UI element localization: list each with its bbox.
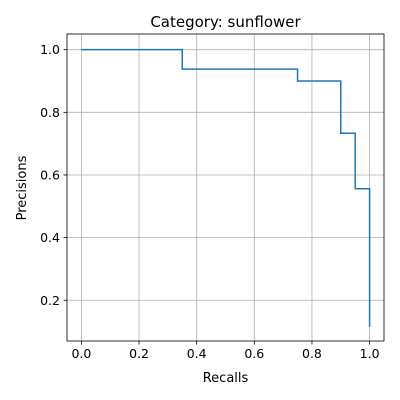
y-tick-label: 0.6 (40, 167, 60, 182)
y-tick-label: 0.2 (40, 293, 60, 308)
x-tick-label: 1.0 (360, 346, 380, 361)
y-tick-label: 0.4 (40, 230, 60, 245)
series-layer (81, 48, 371, 327)
x-tick-label: 0.4 (187, 346, 207, 361)
y-tick-label: 1.0 (40, 42, 60, 57)
x-axis: 0.0 0.2 0.4 0.6 0.8 1.0 (71, 341, 380, 361)
x-tick-label: 0.0 (71, 346, 91, 361)
x-tick-label: 0.6 (244, 346, 264, 361)
grid-lines (67, 34, 384, 341)
x-tick-label: 0.8 (302, 346, 322, 361)
y-axis-title: Precisions (15, 155, 30, 220)
chart-title: Category: sunflower (150, 13, 301, 31)
series-line (81, 48, 371, 327)
y-axis: 0.2 0.4 0.6 0.8 1.0 (40, 42, 67, 308)
x-axis-title: Recalls (203, 371, 249, 386)
y-tick-label: 0.8 (40, 105, 60, 120)
plot-frame (66, 33, 385, 342)
x-tick-label: 0.2 (129, 346, 149, 361)
